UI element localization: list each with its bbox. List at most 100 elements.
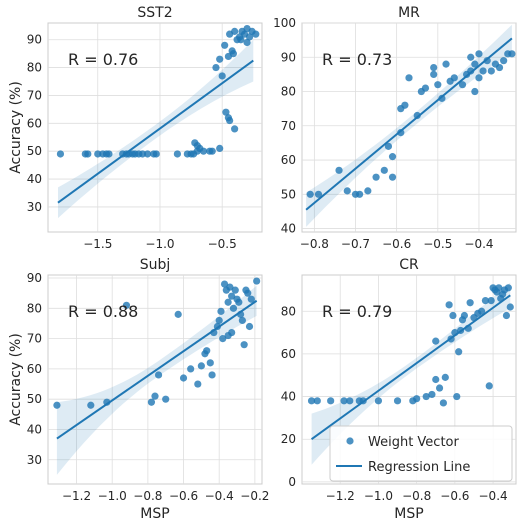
data-point [356, 190, 364, 198]
y-tick-label: 50 [281, 187, 296, 201]
correlation-annotation: R = 0.76 [68, 50, 138, 69]
data-point [56, 150, 65, 158]
x-tick-label: −0.4 [464, 237, 493, 251]
regression-line [310, 294, 511, 441]
data-point [467, 53, 475, 61]
data-point [94, 150, 102, 158]
subplot-cr: 0 20 40 60 80 −1.2 −1.0 −0.8 −0.6 −0.4 CR R = 0.79 M… [281, 257, 517, 522]
data-point [346, 397, 354, 405]
legend: Weight Vector Regression Line [329, 425, 513, 482]
data-point [397, 129, 405, 137]
axes-frame [301, 22, 517, 233]
y-tick-label: 60 [281, 347, 296, 361]
x-tick-label: −1.0 [145, 237, 174, 251]
data-point [432, 375, 440, 384]
y-tick-label: 90 [27, 271, 42, 285]
data-point [216, 55, 224, 63]
data-point [460, 311, 469, 320]
y-tick-label: 40 [281, 390, 296, 404]
data-point [413, 111, 421, 120]
data-point [245, 33, 254, 41]
y-tick-label: 70 [281, 119, 296, 133]
data-point [229, 50, 237, 58]
data-point [224, 331, 232, 340]
subplot-title: MR [398, 5, 420, 21]
data-point [495, 284, 503, 292]
data-point [226, 116, 234, 125]
x-tick-label: −0.6 [169, 489, 198, 503]
data-point [413, 395, 421, 403]
x-axis-label: MSP [140, 506, 169, 522]
data-point [226, 283, 234, 291]
data-point [401, 101, 409, 109]
correlation-annotation: R = 0.79 [322, 302, 392, 321]
y-tick-label: 60 [27, 362, 42, 376]
data-point [495, 63, 504, 72]
data-point [313, 397, 321, 405]
data-point [380, 166, 388, 174]
data-point [244, 289, 252, 297]
data-point [228, 292, 236, 300]
y-tick-label: 30 [27, 453, 42, 467]
regression-line [56, 299, 258, 440]
data-point [174, 310, 182, 318]
y-axis-label: Accuracy (%) [8, 81, 24, 174]
y-tick-label: 40 [281, 222, 296, 236]
data-point [314, 190, 323, 198]
data-point [449, 311, 457, 320]
data-point [53, 401, 61, 409]
y-tick-label: 60 [281, 153, 296, 167]
x-tick-label: −0.2 [240, 489, 269, 503]
y-tick-label: 70 [27, 332, 42, 346]
data-point [245, 322, 254, 331]
y-tick-label: 30 [27, 200, 42, 214]
data-point [84, 150, 92, 158]
x-tick-label: −0.5 [423, 237, 452, 251]
data-point [384, 142, 393, 150]
y-tick-label: 80 [281, 85, 296, 99]
data-point [430, 63, 438, 72]
data-point [475, 50, 483, 58]
data-point [508, 50, 516, 58]
regression-line [305, 37, 513, 211]
data-point [243, 38, 251, 47]
x-tick-label: −0.8 [133, 489, 162, 503]
x-tick-label: −0.5 [208, 237, 237, 251]
data-point [506, 303, 514, 311]
confidence-band [58, 39, 254, 219]
data-point [388, 173, 397, 181]
data-point [193, 142, 201, 150]
data-point [475, 74, 483, 82]
y-tick-label: 90 [27, 33, 42, 47]
data-point [453, 392, 461, 401]
data-point [478, 307, 486, 315]
data-point [197, 362, 205, 370]
data-point [306, 190, 314, 198]
data-point [435, 384, 444, 392]
data-point [428, 390, 436, 399]
x-tick-label: −0.8 [402, 489, 431, 503]
data-point [221, 41, 229, 49]
data-point [216, 144, 224, 152]
x-tick-label: −1.2 [62, 489, 91, 503]
subplot-sst2: 30 40 50 60 70 80 90 −1.5 −1.0 −0.5 SST2 R = 0.76 Ac… [8, 5, 263, 251]
data-point [438, 94, 446, 102]
data-point [307, 397, 316, 405]
data-point [208, 371, 216, 379]
y-tick-label: 40 [27, 422, 42, 436]
data-point [203, 347, 211, 355]
data-point [471, 60, 479, 68]
data-point [483, 57, 491, 65]
data-point [422, 392, 430, 401]
data-point [405, 74, 413, 82]
legend-label-regression-line: Regression Line [368, 460, 470, 475]
data-point [105, 150, 113, 158]
x-tick-label: −1.0 [364, 489, 393, 503]
y-tick-label: 60 [27, 116, 42, 130]
correlation-annotation: R = 0.73 [322, 50, 392, 69]
data-point [481, 296, 490, 305]
data-point [442, 60, 450, 68]
y-tick-label: 80 [27, 61, 42, 75]
data-point [335, 166, 343, 174]
subplot-title: Subj [140, 257, 171, 273]
